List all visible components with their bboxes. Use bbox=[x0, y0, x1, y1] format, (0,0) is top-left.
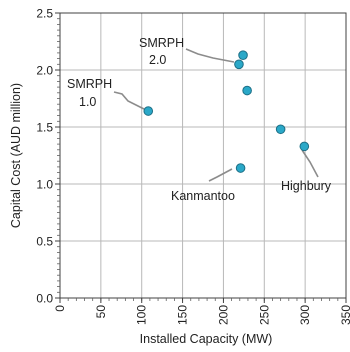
annotation-leader-line bbox=[208, 168, 233, 182]
annotation-label: Kanmantoo bbox=[171, 189, 235, 203]
data-point bbox=[234, 59, 244, 70]
x-tick-label: 100 bbox=[135, 305, 149, 325]
y-tick-label: 2.0 bbox=[36, 64, 53, 78]
data-point bbox=[238, 50, 248, 60]
x-tick-label: 350 bbox=[339, 305, 350, 325]
annotations: SMRPH 2.0 SMRPH 1.0 Kanmantoo Highbury bbox=[67, 36, 332, 203]
data-point bbox=[235, 163, 246, 173]
annotation-leader-line bbox=[301, 149, 319, 178]
y-tick-label: 1.0 bbox=[36, 178, 53, 192]
x-tick-label: 200 bbox=[216, 305, 230, 325]
annotation-leader-line bbox=[113, 91, 145, 110]
annotation-label: 1.0 bbox=[79, 95, 96, 109]
annotation-label: 2.0 bbox=[149, 53, 166, 67]
annotation-label: Highbury bbox=[281, 179, 332, 193]
y-tick-label: 0.0 bbox=[36, 292, 53, 306]
annotation-label: SMRPH bbox=[67, 77, 112, 91]
data-point bbox=[143, 106, 154, 116]
x-tick-label: 300 bbox=[298, 305, 312, 325]
data-point bbox=[299, 141, 310, 152]
y-tick-label: 2.5 bbox=[36, 7, 53, 21]
annotation-leader-line bbox=[185, 48, 235, 63]
x-tick-label: 250 bbox=[257, 305, 271, 325]
data-point bbox=[242, 85, 252, 96]
y-tick-label: 0.5 bbox=[36, 235, 53, 249]
x-tick-label: 50 bbox=[94, 305, 108, 319]
y-axis-title: Capital Cost (AUD million) bbox=[9, 83, 23, 228]
x-tick-label: 0 bbox=[53, 305, 67, 312]
data-point bbox=[275, 124, 286, 135]
y-axis-ticks: 0.0 0.5 1.0 1.5 2.0 2.5 bbox=[36, 7, 60, 306]
x-tick-label: 150 bbox=[176, 305, 190, 325]
y-tick-label: 1.5 bbox=[36, 121, 53, 135]
data-points bbox=[143, 50, 310, 173]
annotation-label: SMRPH bbox=[139, 36, 184, 50]
annotation-leaders bbox=[113, 48, 319, 182]
x-axis-title: Installed Capacity (MW) bbox=[140, 332, 273, 346]
x-axis-ticks: 0 50 100 150 200 250 300 350 bbox=[53, 298, 350, 325]
